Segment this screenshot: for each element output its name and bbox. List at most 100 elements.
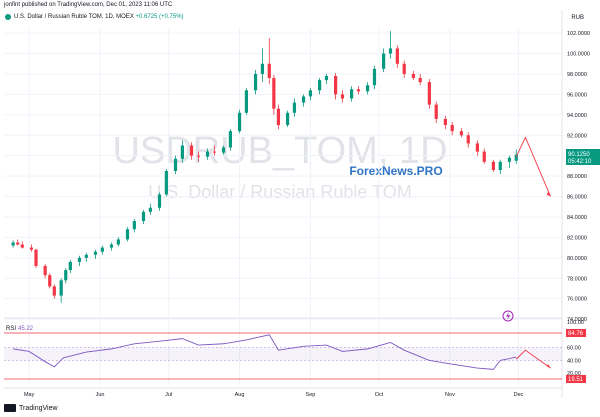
rsi-line: [13, 334, 517, 370]
price-tick-label: 86.0000: [567, 195, 587, 201]
candle-body: [333, 76, 338, 95]
price-tick-label: 102.0000: [567, 31, 590, 37]
footer: TradingView: [4, 404, 58, 412]
price-tick-label: 74.0000: [567, 317, 587, 323]
price-candles: [11, 31, 518, 303]
candle-body: [382, 53, 386, 69]
price-tick-label: 78.0000: [567, 276, 587, 282]
candle-body: [212, 151, 216, 153]
candle-body: [427, 82, 431, 105]
candle-body: [43, 265, 47, 276]
candle-body: [48, 275, 52, 287]
candle-body: [100, 247, 104, 252]
price-tick-label: 100.0000: [567, 52, 590, 58]
candle-body: [356, 89, 361, 92]
candle-body: [340, 94, 345, 99]
tradingview-logo-icon: [4, 404, 16, 412]
time-tick-label: Jun: [96, 392, 105, 398]
price-tick-label: 98.0000: [567, 72, 587, 78]
candle-body: [164, 171, 168, 195]
candle-body: [116, 239, 120, 245]
market-status-icon: [5, 14, 11, 20]
time-tick-label: Nov: [445, 392, 455, 398]
rsi-tick-label: 60.00: [567, 346, 581, 352]
price-grid: [4, 28, 562, 386]
candle-body: [68, 261, 72, 271]
candle-body: [125, 229, 130, 240]
candle-body: [20, 244, 24, 248]
candle-body: [395, 48, 399, 64]
candle-body: [180, 145, 184, 159]
candle-body: [29, 247, 34, 250]
candle-body: [148, 207, 152, 212]
candle-body: [157, 194, 162, 208]
candle-body: [475, 143, 479, 152]
candle-body: [272, 78, 276, 109]
candle-body: [514, 154, 518, 161]
candle-body: [491, 161, 495, 170]
symbol-title: U.S. Dollar / Russian Ruble TOM, 1D, MOE…: [14, 14, 134, 20]
time-tick-label: Dec: [514, 392, 524, 398]
price-arrow-line: [515, 136, 551, 197]
candle-body: [285, 112, 290, 126]
time-tick-label: Jul: [165, 392, 172, 398]
candle-body: [141, 211, 146, 222]
candle-body: [221, 147, 226, 153]
candle-body: [205, 151, 210, 157]
rsi-upper-tag: 84.76: [568, 331, 584, 337]
last-price: 90.1250: [568, 152, 590, 158]
price-tick-label: 76.0000: [567, 297, 587, 303]
price-tick-label: 80.0000: [567, 256, 587, 262]
price-tick-label: 84.0000: [567, 215, 587, 221]
candle-body: [84, 254, 88, 258]
rsi-arrow-head: [546, 364, 551, 369]
alert-icon[interactable]: [502, 310, 514, 322]
rsi-title: RSI: [6, 326, 16, 332]
rsi-tick-label: 40.00: [567, 358, 581, 364]
time-tick-label: Oct: [375, 392, 384, 398]
candle-body: [52, 286, 56, 296]
candle-body: [292, 102, 297, 113]
rsi-lower-tag: 19.51: [568, 377, 584, 383]
candle-body: [11, 242, 15, 246]
candle-body: [196, 155, 200, 157]
candle-body: [450, 125, 454, 132]
watermark-brand: ForexNews.PRO: [349, 164, 442, 178]
time-axis: May Jun Jul Aug Sep Oct Nov Dec: [4, 387, 562, 398]
candle-body: [34, 249, 38, 266]
candle-body: [507, 157, 512, 162]
price-arrow-head: [546, 192, 551, 197]
price-axis: 102.0000 100.0000 98.0000 96.0000 94.0000 92.…: [561, 10, 590, 398]
rsi-legend: RSI 45.22 84.76 19.51: [6, 326, 586, 383]
rsi-tick-label: 100.00: [567, 320, 584, 326]
last-price-tag: 90.1250 05:42:10: [566, 149, 600, 165]
candle-body: [244, 90, 249, 113]
rsi-value: 45.22: [18, 326, 34, 332]
candle-body: [228, 131, 233, 148]
price-tick-label: 94.0000: [567, 113, 587, 119]
candle-body: [388, 48, 393, 54]
symbol-line[interactable]: U.S. Dollar / Russian Ruble TOM, 1D, MOE…: [14, 14, 184, 20]
rsi-tick-label: 20.00: [567, 371, 581, 377]
price-tick-label: 88.0000: [567, 174, 587, 180]
published-line: jonfint published on TradingView.com, De…: [4, 2, 173, 8]
price-tick-label: 92.0000: [567, 133, 587, 139]
time-tick-label: May: [24, 392, 35, 398]
candle-body: [301, 96, 306, 103]
time-tick-label: Aug: [235, 392, 245, 398]
bar-countdown: 05:42:10: [568, 159, 592, 165]
candle-body: [109, 244, 114, 248]
candle-body: [276, 108, 281, 126]
candle-body: [77, 257, 82, 262]
price-change: +0.6725 (+0.75%): [135, 14, 184, 20]
watermark-description: U.S. Dollar / Russian Ruble TOM: [148, 182, 411, 202]
candle-body: [189, 145, 194, 156]
candle-body: [366, 85, 370, 92]
candle-body: [132, 221, 136, 230]
candle-body: [434, 104, 438, 119]
candle-body: [237, 112, 242, 132]
rsi-arrow-line: [515, 349, 551, 369]
candle-body: [411, 73, 415, 79]
